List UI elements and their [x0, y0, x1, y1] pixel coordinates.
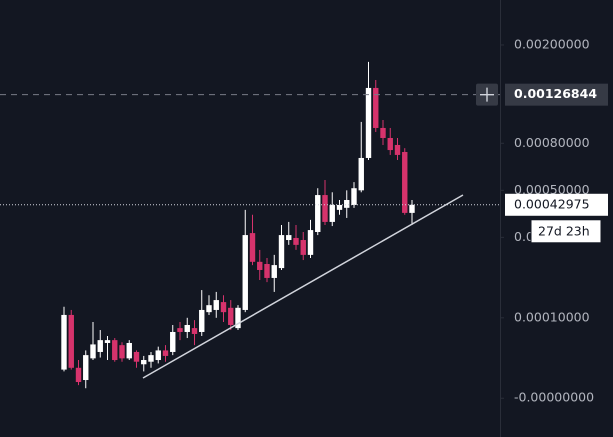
candle-body: [119, 345, 125, 359]
candle-body: [191, 328, 198, 334]
y-tick-label: 0.00200000: [514, 36, 590, 51]
candle-body: [409, 204, 415, 213]
candle-body: [344, 200, 350, 208]
candle-body: [104, 340, 111, 343]
candle-body: [387, 137, 393, 151]
countdown-bg: [530, 219, 602, 244]
candle-body: [286, 235, 292, 241]
candle-body: [315, 195, 321, 232]
candle-body: [228, 307, 234, 325]
trend-line: [142, 194, 464, 379]
candle-body: [68, 314, 74, 368]
candle-body: [112, 340, 118, 361]
candle-body: [141, 360, 147, 365]
candle-body: [394, 144, 401, 155]
candle-body: [329, 204, 335, 222]
candle-body: [293, 237, 299, 245]
candle-body: [148, 355, 154, 362]
candle-body: [75, 367, 82, 383]
candle-body: [170, 331, 176, 352]
candle-body: [380, 127, 386, 138]
y-tick-label: 0.00080000: [514, 135, 590, 150]
candle-body: [184, 324, 190, 332]
last-price-label-bg: [505, 193, 608, 216]
candle-body: [278, 235, 285, 269]
candle-body: [336, 204, 343, 210]
candle-body: [249, 233, 256, 262]
candle-body: [213, 300, 219, 310]
candle-body: [97, 340, 103, 352]
candle-body: [177, 328, 183, 332]
y-tick-label: 0.00050000: [514, 182, 590, 197]
labels: 0.00126844 0.00042975 27d 23h: [0, 83, 608, 244]
candle-body: [257, 261, 263, 270]
candle-body: [358, 157, 364, 191]
candle-body: [307, 230, 314, 255]
candle-body: [235, 307, 241, 329]
candle-body: [61, 314, 67, 370]
crosshair-price-label: 0.00126844: [514, 86, 597, 101]
candle-body: [271, 265, 277, 278]
candle-body: [162, 350, 169, 356]
candle-body: [242, 235, 248, 310]
candle-body: [402, 151, 408, 213]
plot-area: [61, 61, 415, 389]
candle-body: [322, 195, 328, 222]
last-price-label: 0.00042975: [514, 196, 590, 211]
candle-body: [199, 309, 205, 332]
crosshair-label-bg: [505, 83, 608, 106]
candle-body: [373, 87, 379, 128]
candle-body: [351, 188, 357, 205]
candle-body: [83, 355, 89, 381]
candle-body: [126, 342, 132, 359]
y-tick-label: 0.00010000: [514, 309, 590, 324]
candle-body: [264, 263, 270, 278]
candle-body: [300, 240, 306, 255]
candle-body: [133, 351, 140, 362]
candle-body: [155, 350, 161, 361]
candle-body: [365, 87, 372, 158]
candle-body: [206, 305, 212, 313]
plus-icon[interactable]: [480, 87, 494, 102]
y-tick-label: -0.00000000: [514, 390, 594, 405]
candle-body: [220, 302, 227, 313]
countdown-label: 27d 23h: [538, 223, 590, 238]
candle-body: [90, 344, 96, 359]
